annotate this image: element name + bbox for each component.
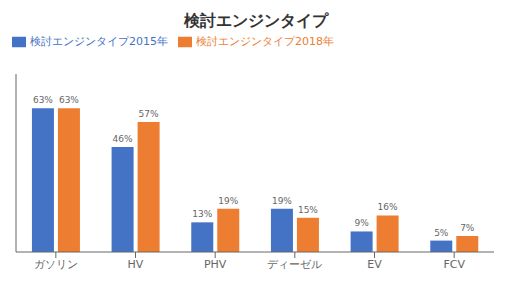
svg-text:9%: 9% xyxy=(354,218,369,228)
svg-text:EV: EV xyxy=(367,258,382,271)
svg-text:ディーゼル: ディーゼル xyxy=(267,258,322,271)
svg-text:63%: 63% xyxy=(59,95,79,105)
svg-text:PHV: PHV xyxy=(204,258,227,271)
svg-text:16%: 16% xyxy=(378,202,398,212)
svg-text:HV: HV xyxy=(128,258,144,271)
svg-text:19%: 19% xyxy=(272,196,292,206)
svg-text:5%: 5% xyxy=(434,228,449,238)
svg-text:FCV: FCV xyxy=(443,258,465,271)
html-text:検討エンジンタイプ: 検討エンジンタイプ xyxy=(184,11,328,30)
html-text:検討エンジンタイプ2018年: 検討エンジンタイプ2018年 xyxy=(196,35,334,48)
svg-text:7%: 7% xyxy=(460,223,475,233)
svg-text:46%: 46% xyxy=(113,134,133,144)
svg-text:63%: 63% xyxy=(33,95,53,105)
svg-text:57%: 57% xyxy=(139,109,159,119)
svg-text:13%: 13% xyxy=(192,209,212,219)
svg-text:19%: 19% xyxy=(218,196,238,206)
svg-text:ガソリン: ガソリン xyxy=(34,258,78,271)
html-text:検討エンジンタイプ2015年: 検討エンジンタイプ2015年 xyxy=(30,35,168,48)
svg-text:15%: 15% xyxy=(298,205,318,215)
